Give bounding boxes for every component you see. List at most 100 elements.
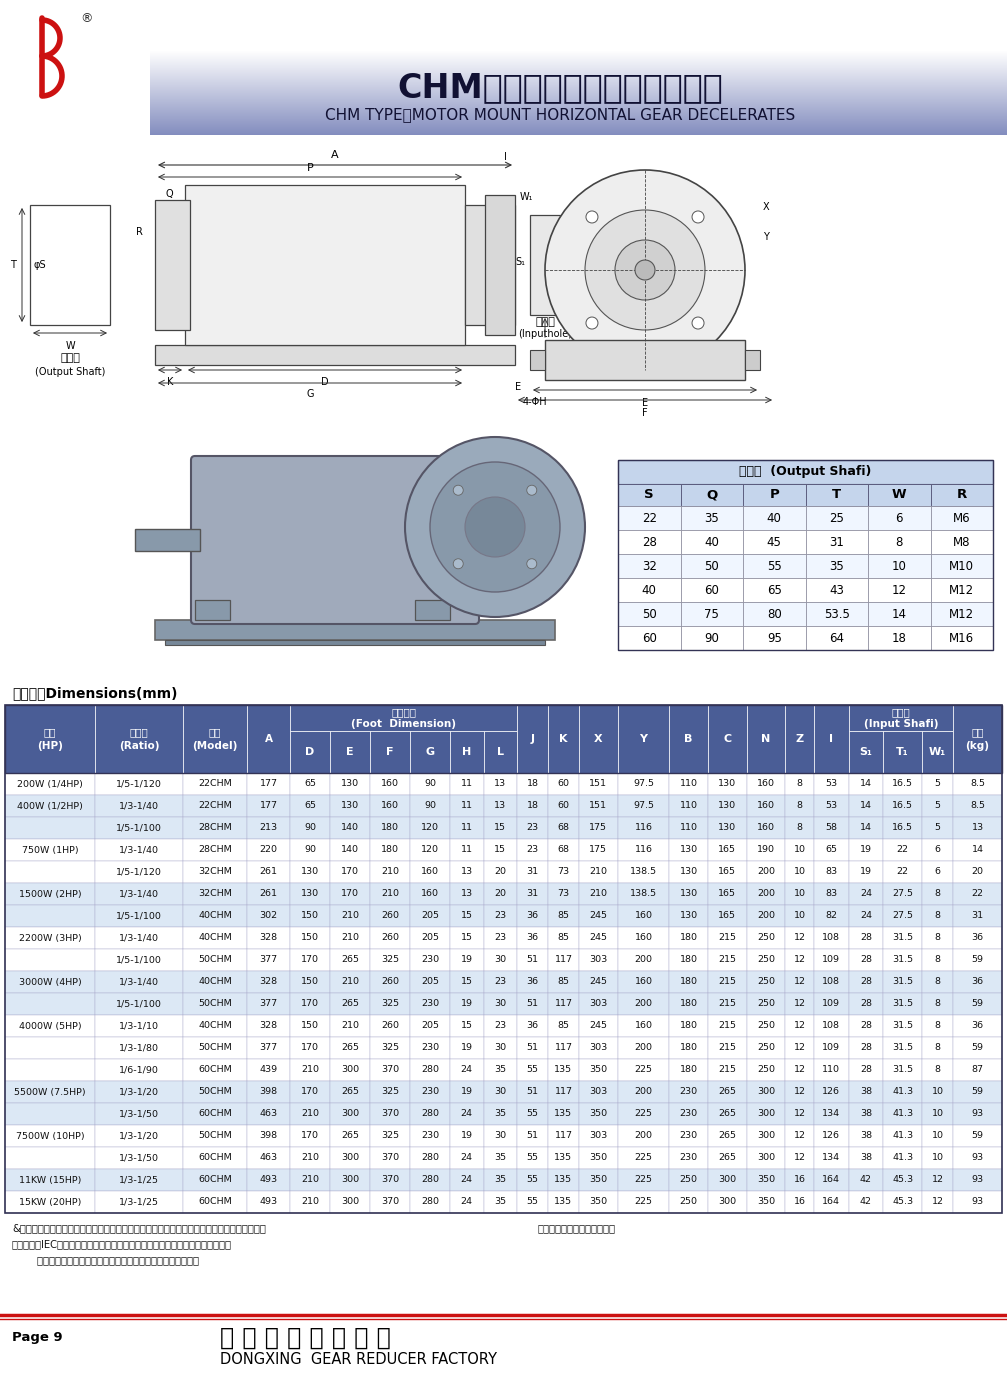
Text: 8: 8 — [934, 1065, 941, 1075]
Text: 60CHM: 60CHM — [198, 1065, 232, 1075]
Text: 140: 140 — [341, 823, 359, 832]
Bar — [746, 1104, 785, 1126]
Bar — [579, 861, 617, 883]
Bar — [883, 773, 922, 795]
Bar — [579, 927, 617, 949]
Bar — [806, 626, 868, 649]
Text: 25: 25 — [830, 512, 844, 524]
Bar — [868, 530, 930, 555]
Bar — [96, 817, 183, 839]
Bar — [579, 1126, 617, 1148]
Bar — [410, 861, 450, 883]
Bar — [953, 971, 1002, 993]
Text: 8: 8 — [934, 955, 941, 965]
Text: 170: 170 — [341, 889, 359, 899]
Bar — [953, 773, 1002, 795]
Bar — [670, 883, 708, 905]
Bar — [165, 640, 545, 645]
Bar — [135, 528, 200, 550]
Text: 109: 109 — [822, 955, 840, 965]
Bar — [548, 705, 579, 773]
Circle shape — [635, 260, 655, 279]
Bar — [96, 971, 183, 993]
Bar — [814, 949, 849, 971]
Bar — [96, 905, 183, 927]
Text: 220: 220 — [260, 845, 278, 854]
Text: 265: 265 — [341, 955, 359, 965]
Bar — [953, 883, 1002, 905]
Bar — [290, 1038, 330, 1060]
Text: 180: 180 — [680, 933, 698, 943]
Bar — [410, 927, 450, 949]
Text: 350: 350 — [589, 1109, 607, 1119]
Text: 110: 110 — [680, 779, 698, 788]
Text: 30: 30 — [494, 955, 507, 965]
Bar — [785, 773, 814, 795]
Bar — [670, 817, 708, 839]
Bar — [708, 905, 746, 927]
Text: 50: 50 — [641, 607, 657, 621]
Bar — [922, 795, 953, 817]
Text: 83: 83 — [825, 889, 837, 899]
Text: 245: 245 — [589, 933, 607, 943]
Text: 6: 6 — [934, 845, 941, 854]
Text: 27.5: 27.5 — [892, 889, 913, 899]
Bar — [450, 817, 483, 839]
Text: 2200W (3HP): 2200W (3HP) — [19, 933, 82, 943]
Bar — [617, 1082, 670, 1104]
Bar — [483, 971, 517, 993]
Bar — [290, 795, 330, 817]
Text: 303: 303 — [589, 999, 607, 1009]
Text: 60: 60 — [641, 632, 657, 644]
Bar — [617, 883, 670, 905]
Text: 23: 23 — [494, 933, 507, 943]
Bar — [290, 1126, 330, 1148]
Bar — [548, 927, 579, 949]
Bar — [5, 839, 96, 861]
Bar — [953, 795, 1002, 817]
Text: M6: M6 — [953, 512, 971, 524]
Text: 15: 15 — [461, 933, 472, 943]
Bar — [410, 905, 450, 927]
Text: 16: 16 — [794, 1175, 806, 1185]
Bar — [953, 1148, 1002, 1170]
Bar — [670, 905, 708, 927]
Bar — [0, 135, 1007, 495]
Text: 16.5: 16.5 — [892, 779, 913, 788]
Text: 20: 20 — [494, 867, 507, 877]
Text: 1/5-1/100: 1/5-1/100 — [116, 823, 162, 832]
Text: 底脚尺寸
(Foot  Dimension): 底脚尺寸 (Foot Dimension) — [351, 707, 456, 729]
Text: 50CHM: 50CHM — [198, 955, 232, 965]
Text: 328: 328 — [260, 977, 278, 987]
Bar — [330, 883, 370, 905]
Bar — [849, 971, 883, 993]
Text: 24: 24 — [461, 1175, 472, 1185]
Bar — [5, 949, 96, 971]
Bar — [30, 205, 110, 325]
Text: 130: 130 — [718, 779, 736, 788]
Bar — [681, 530, 743, 555]
Text: 210: 210 — [301, 1109, 319, 1119]
Bar — [806, 578, 868, 603]
Text: 250: 250 — [680, 1175, 698, 1185]
Bar — [814, 1060, 849, 1082]
Bar — [450, 1170, 483, 1192]
Bar — [743, 506, 806, 530]
Text: 180: 180 — [680, 955, 698, 965]
Bar — [548, 773, 579, 795]
Text: ®: ® — [80, 12, 93, 25]
Text: 65: 65 — [304, 801, 316, 810]
Text: 53: 53 — [825, 779, 837, 788]
Bar — [708, 949, 746, 971]
Text: 160: 160 — [634, 977, 653, 987]
Text: 15: 15 — [461, 977, 472, 987]
Bar — [330, 1148, 370, 1170]
Bar — [290, 1148, 330, 1170]
Text: 300: 300 — [341, 1109, 359, 1119]
Text: 50CHM: 50CHM — [198, 1043, 232, 1053]
Bar — [410, 1082, 450, 1104]
Bar — [670, 1170, 708, 1192]
Bar — [248, 773, 290, 795]
Text: 230: 230 — [680, 1109, 698, 1119]
Text: X: X — [594, 733, 602, 744]
